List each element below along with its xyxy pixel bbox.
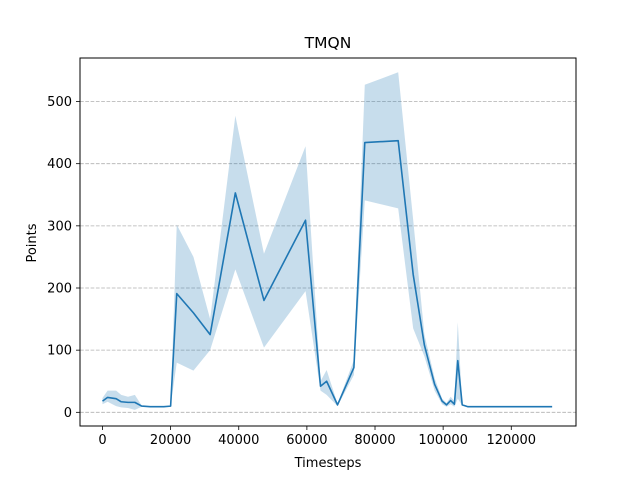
- chart-title: TMQN: [304, 34, 352, 52]
- y-axis-label: Points: [25, 223, 40, 262]
- grid-lines: [80, 101, 576, 413]
- y-tick-label: 300: [47, 219, 72, 234]
- y-tick-label: 0: [64, 406, 72, 421]
- x-tick-label: 120000: [486, 433, 536, 448]
- mean-line: [102, 139, 553, 408]
- confidence-band: [102, 72, 553, 410]
- y-tick-label: 400: [47, 157, 72, 172]
- x-tick-label: 100000: [418, 433, 468, 448]
- x-tick-label: 60000: [286, 433, 327, 448]
- x-axis-label: Timesteps: [294, 456, 362, 471]
- plot-frame: [79, 57, 577, 427]
- y-axis-ticks: 0 100 200 300 400 500: [47, 95, 80, 421]
- y-tick-label: 100: [47, 344, 72, 359]
- x-tick-label: 40000: [218, 433, 259, 448]
- x-axis-ticks: 0 20000 40000 60000 80000 100000 120000: [98, 426, 536, 448]
- mean-line-layer: [102, 139, 553, 408]
- y-tick-label: 500: [47, 95, 72, 110]
- y-tick-label: 200: [47, 282, 72, 297]
- x-tick-label: 0: [98, 433, 106, 448]
- confidence-band-layer: [102, 72, 553, 410]
- x-tick-label: 20000: [150, 433, 191, 448]
- x-tick-label: 80000: [354, 433, 395, 448]
